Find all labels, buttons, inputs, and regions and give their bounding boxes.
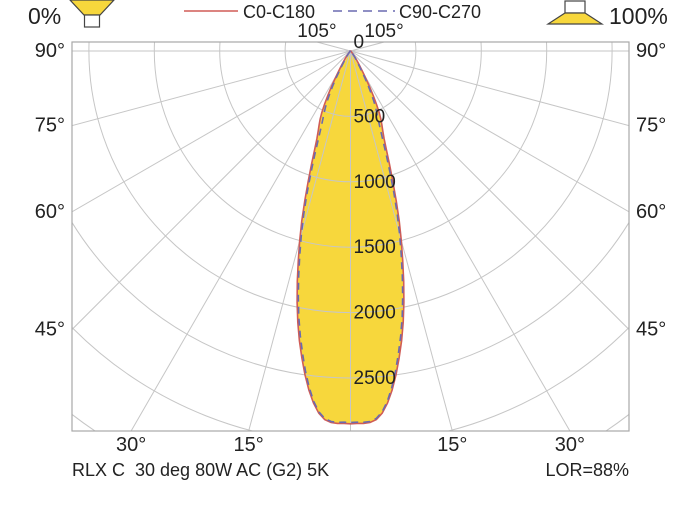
angle-label-left: 45°	[35, 319, 65, 341]
angle-label-bottom: 15°	[234, 434, 264, 456]
downlight-percent-label: 100%	[609, 3, 668, 29]
angle-label-bottom: 30°	[555, 434, 585, 456]
downlight-icon	[546, 0, 604, 25]
downlight-cone	[546, 12, 604, 25]
origin-label: 0	[354, 32, 365, 53]
ring-label: 2000	[354, 303, 396, 324]
uplight-icon	[69, 0, 115, 28]
angle-label-left: 75°	[35, 115, 65, 137]
lor-value: LOR=88%	[545, 460, 629, 480]
ring-label: 1500	[354, 237, 396, 258]
legend-line-solid	[184, 10, 238, 12]
ring-label: 2500	[354, 368, 396, 389]
angle-label-right: 90°	[636, 40, 666, 62]
uplight-percent-label: 0%	[28, 3, 62, 29]
ring-label: 1000	[354, 172, 396, 193]
plot-border	[71, 41, 630, 432]
angle-label-left: 90°	[35, 40, 65, 62]
angle-label-right: 45°	[636, 319, 666, 341]
legend-label-c0-c180: C0-C180	[243, 2, 316, 22]
angle-label-top: 105°	[297, 21, 336, 42]
angle-label-right: 75°	[636, 115, 666, 137]
legend-label-c90-c270: C90-C270	[399, 2, 482, 22]
ring-label: 500	[354, 106, 386, 127]
beam-outline-C90-C270	[297, 50, 404, 424]
angle-label-top: 105°	[364, 21, 403, 42]
angle-label-left: 60°	[35, 201, 65, 223]
angle-label-right: 60°	[636, 201, 666, 223]
luminaire-title: RLX C 30 deg 80W AC (G2) 5K	[72, 460, 330, 480]
angle-label-bottom: 30°	[116, 434, 146, 456]
uplight-body	[83, 14, 101, 28]
angle-label-bottom: 15°	[437, 434, 467, 456]
legend-line-dashed	[333, 10, 395, 12]
